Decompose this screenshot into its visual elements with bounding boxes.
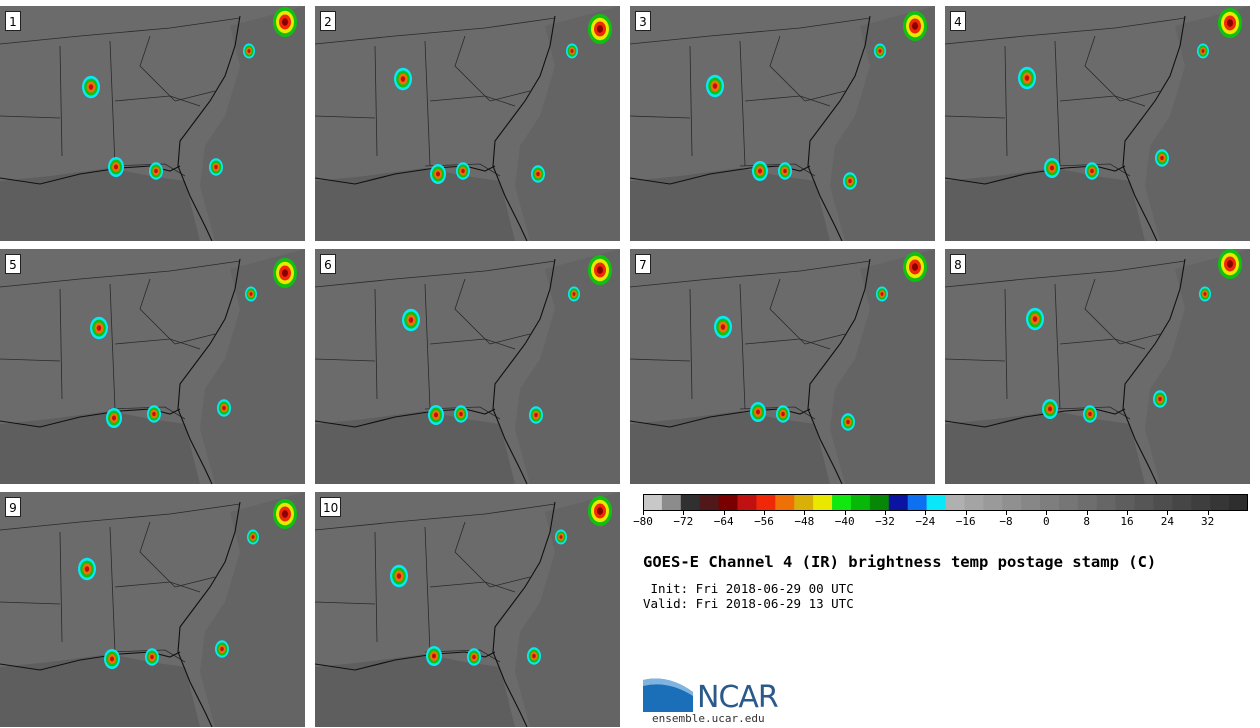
panel-number-label: 5	[5, 254, 21, 274]
colorbar-swatch	[1096, 494, 1117, 511]
colorbar-tick-mark	[804, 511, 806, 515]
colorbar-tick-label: 32	[1201, 515, 1215, 528]
colorbar-swatch	[907, 494, 928, 511]
colorbar-swatch	[1002, 494, 1022, 511]
colorbar-swatch	[1153, 494, 1173, 511]
colorbar-swatch	[1210, 494, 1230, 511]
postage-stamp-panel: 5	[0, 249, 305, 484]
colorbar-swatch	[794, 494, 814, 511]
colorbar-swatch	[775, 494, 795, 511]
panel-number-label: 10	[320, 497, 342, 517]
postage-stamp-panel: 3	[630, 6, 935, 241]
colorbar-tick-label: −24	[915, 515, 936, 528]
colorbar-tick-label: −64	[713, 515, 734, 528]
postage-stamp-panel: 4	[945, 6, 1250, 241]
panel-number-label: 1	[5, 11, 21, 31]
colorbar-swatch	[1040, 494, 1060, 511]
panel-number-label: 8	[950, 254, 966, 274]
colorbar-swatch	[718, 494, 739, 511]
colorbar-swatch	[869, 494, 890, 511]
colorbar-swatch	[1229, 494, 1248, 511]
colorbar-tick-label: 0	[1043, 515, 1050, 528]
colorbar-tick-label: −40	[834, 515, 855, 528]
colorbar-tick-mark	[1006, 511, 1007, 515]
colorbar-tick-mark	[764, 511, 765, 515]
satellite-map	[630, 6, 935, 241]
postage-stamp-panel: 2	[315, 6, 620, 241]
satellite-map	[630, 249, 935, 484]
panel-number-label: 4	[950, 11, 966, 31]
colorbar-tick-label: 8	[1083, 515, 1090, 528]
colorbar-tick-label: −72	[673, 515, 694, 528]
colorbar-swatch	[1058, 494, 1079, 511]
colorbar-swatch	[1134, 494, 1154, 511]
colorbar-swatch	[756, 494, 776, 511]
colorbar-tick-mark	[844, 511, 846, 515]
ncar-logo-icon	[643, 678, 693, 712]
colorbar-swatch	[1115, 494, 1136, 511]
postage-stamp-panel: 6	[315, 249, 620, 484]
colorbar-tick-mark	[643, 511, 644, 515]
postage-stamp-panel: 7	[630, 249, 935, 484]
colorbar-tick-label: −80	[633, 515, 653, 528]
colorbar-tick-mark	[683, 511, 685, 515]
colorbar-swatch	[1077, 494, 1098, 511]
colorbar-tick-mark	[965, 511, 967, 515]
colorbar-swatch	[661, 494, 682, 511]
satellite-map	[315, 6, 620, 241]
colorbar-tick-label: −56	[754, 515, 774, 528]
ncar-logo-text: NCAR	[697, 680, 779, 715]
postage-stamp-panel: 9	[0, 492, 305, 727]
site-url: ensemble.ucar.edu	[652, 712, 765, 725]
postage-stamp-panel: 10	[315, 492, 620, 727]
temperature-colorbar	[643, 494, 1248, 511]
colorbar-swatch	[964, 494, 984, 511]
colorbar-tick-label: −32	[875, 515, 895, 528]
init-time: Init: Fri 2018-06-29 00 UTC	[643, 581, 854, 596]
colorbar-swatch	[983, 494, 1003, 511]
satellite-map	[945, 6, 1250, 241]
colorbar-swatch	[832, 494, 852, 511]
panel-number-label: 6	[320, 254, 336, 274]
colorbar-swatch	[1021, 494, 1041, 511]
satellite-map	[0, 249, 305, 484]
colorbar-tick-mark	[1167, 511, 1169, 515]
colorbar-swatch	[850, 494, 871, 511]
panel-number-label: 2	[320, 11, 336, 31]
colorbar-swatch	[680, 494, 701, 511]
colorbar-tick-mark	[1086, 511, 1088, 515]
colorbar-swatch	[888, 494, 909, 511]
colorbar-tick-label: −48	[794, 515, 815, 528]
panel-number-label: 9	[5, 497, 21, 517]
colorbar-swatch	[813, 494, 833, 511]
satellite-map	[0, 6, 305, 241]
colorbar-tick-mark	[1046, 511, 1048, 515]
colorbar-tick-label: 24	[1160, 515, 1174, 528]
satellite-map	[945, 249, 1250, 484]
satellite-map	[315, 249, 620, 484]
panel-number-label: 3	[635, 11, 651, 31]
figure-title: GOES-E Channel 4 (IR) brightness temp po…	[643, 553, 1157, 571]
colorbar-swatch	[643, 494, 663, 511]
postage-stamp-panel: 1	[0, 6, 305, 241]
colorbar-swatch	[945, 494, 965, 511]
satellite-map	[0, 492, 305, 727]
colorbar-swatch	[737, 494, 757, 511]
colorbar-tick-mark	[885, 511, 886, 515]
colorbar-tick-mark	[1207, 511, 1209, 515]
colorbar-tick-mark	[925, 511, 927, 515]
colorbar-swatch	[1172, 494, 1192, 511]
colorbar-tick-label: −16	[955, 515, 976, 528]
colorbar-swatch	[926, 494, 946, 511]
satellite-map	[315, 492, 620, 727]
colorbar-tick-label: −8	[999, 515, 1013, 528]
colorbar-swatch	[699, 494, 720, 511]
postage-stamp-panel: 8	[945, 249, 1250, 484]
valid-time: Valid: Fri 2018-06-29 13 UTC	[643, 596, 854, 611]
panel-number-label: 7	[635, 254, 651, 274]
colorbar-tick-mark	[723, 511, 725, 515]
colorbar-tick-label: 16	[1120, 515, 1134, 528]
colorbar-swatch	[1191, 494, 1211, 511]
colorbar-tick-mark	[1127, 511, 1128, 515]
